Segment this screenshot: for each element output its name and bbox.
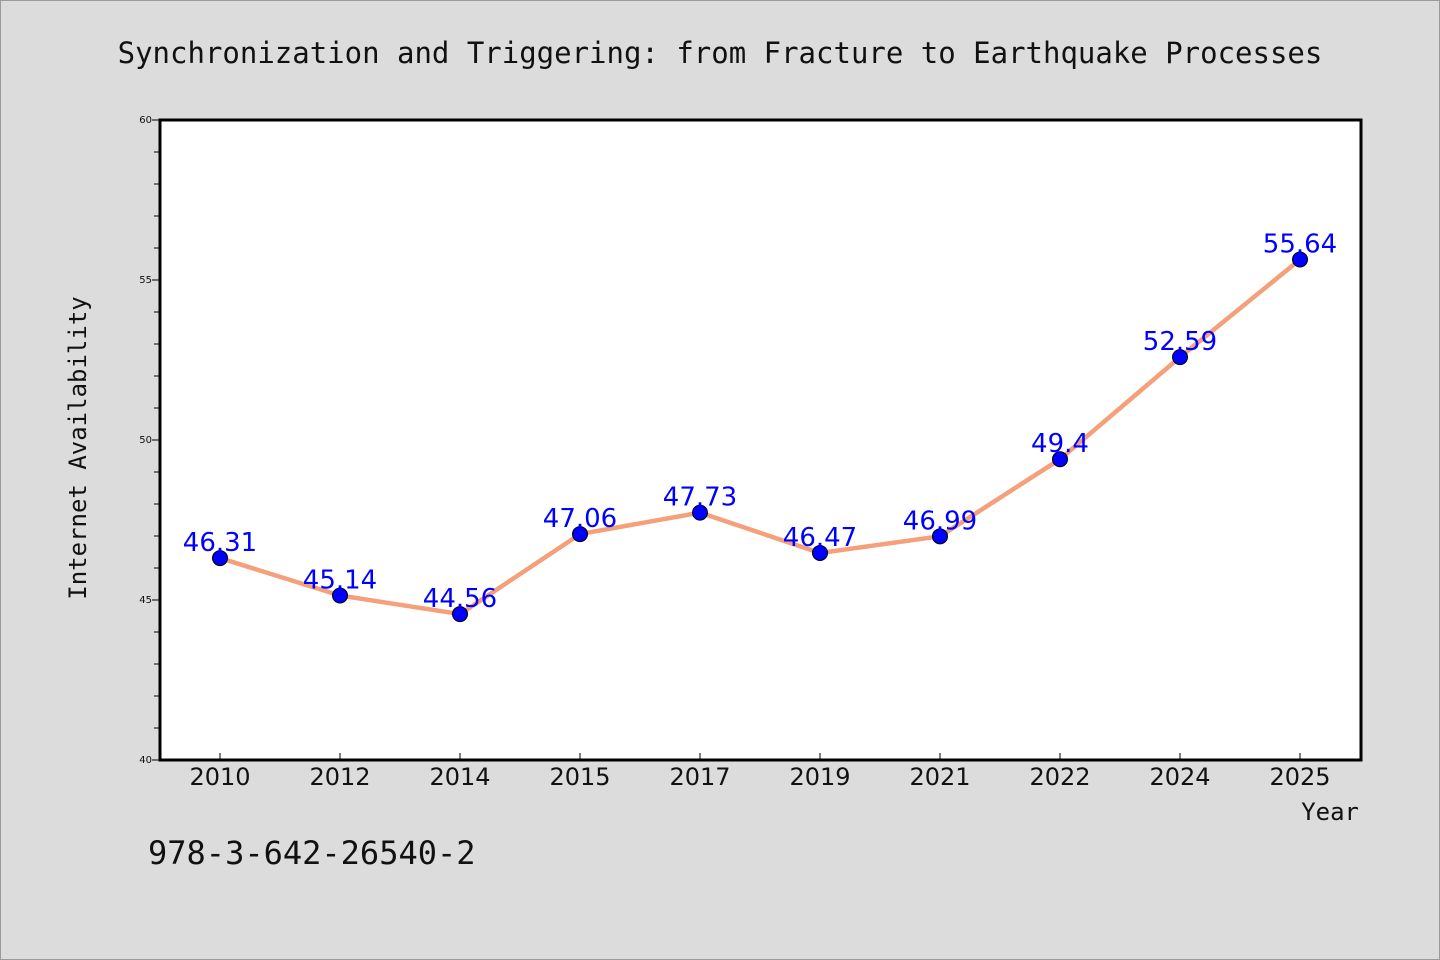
data-point [692,504,708,521]
data-point [452,606,468,623]
x-axis-title: Year [1301,798,1359,826]
data-point [212,550,228,567]
data-point [932,528,948,545]
data-label: 49.4 [1031,429,1089,459]
x-tick-label: 2024 [1149,763,1210,791]
x-tick-label: 2021 [909,763,970,791]
data-label: 46.99 [903,506,977,536]
data-label: 52.59 [1143,327,1217,357]
x-tick-label: 2010 [189,763,250,791]
x-tick-label: 2017 [669,763,730,791]
data-labels: 46.31 45.14 44.56 47.06 47.73 46.47 46.99 49.4 5… [183,230,1337,615]
data-point [1052,451,1068,468]
chart-title: Synchronization and Triggering: from Fra… [118,36,1323,70]
data-point [1172,349,1188,366]
x-tick-label: 2025 [1269,763,1330,791]
data-point [332,587,348,604]
data-label: 47.73 [663,483,737,513]
data-point [572,526,588,543]
x-tick-label: 2012 [309,763,370,791]
x-tick-label: 2015 [549,763,610,791]
data-label: 44.56 [423,584,497,614]
data-point [812,544,828,561]
x-tick-label: 2014 [429,763,490,791]
data-label: 55.64 [1263,230,1337,260]
data-label: 47.06 [543,504,617,534]
y-axis: 40 45 50 55 60 [139,115,160,766]
isbn-caption: 978-3-642-26540-2 [148,834,476,872]
data-label: 46.31 [183,528,257,558]
data-label: 46.47 [783,523,857,553]
data-point [1292,251,1308,268]
x-tick-label: 2019 [789,763,850,791]
y-tick-label: 45 [139,595,152,606]
y-tick-label: 55 [139,275,152,286]
x-tick-label: 2022 [1029,763,1090,791]
y-tick-label: 50 [139,435,152,446]
series-layer [212,251,1308,623]
y-tick-label: 40 [139,755,152,766]
series-line [219,257,1302,617]
x-axis: 2010 2012 2014 2015 2017 2019 2021 2022 2024 2025 [189,753,1331,791]
y-axis-title: Internet Availability [64,296,92,599]
y-tick-label: 60 [139,115,152,126]
plot-area [158,118,1363,762]
data-label: 45.14 [303,566,377,596]
